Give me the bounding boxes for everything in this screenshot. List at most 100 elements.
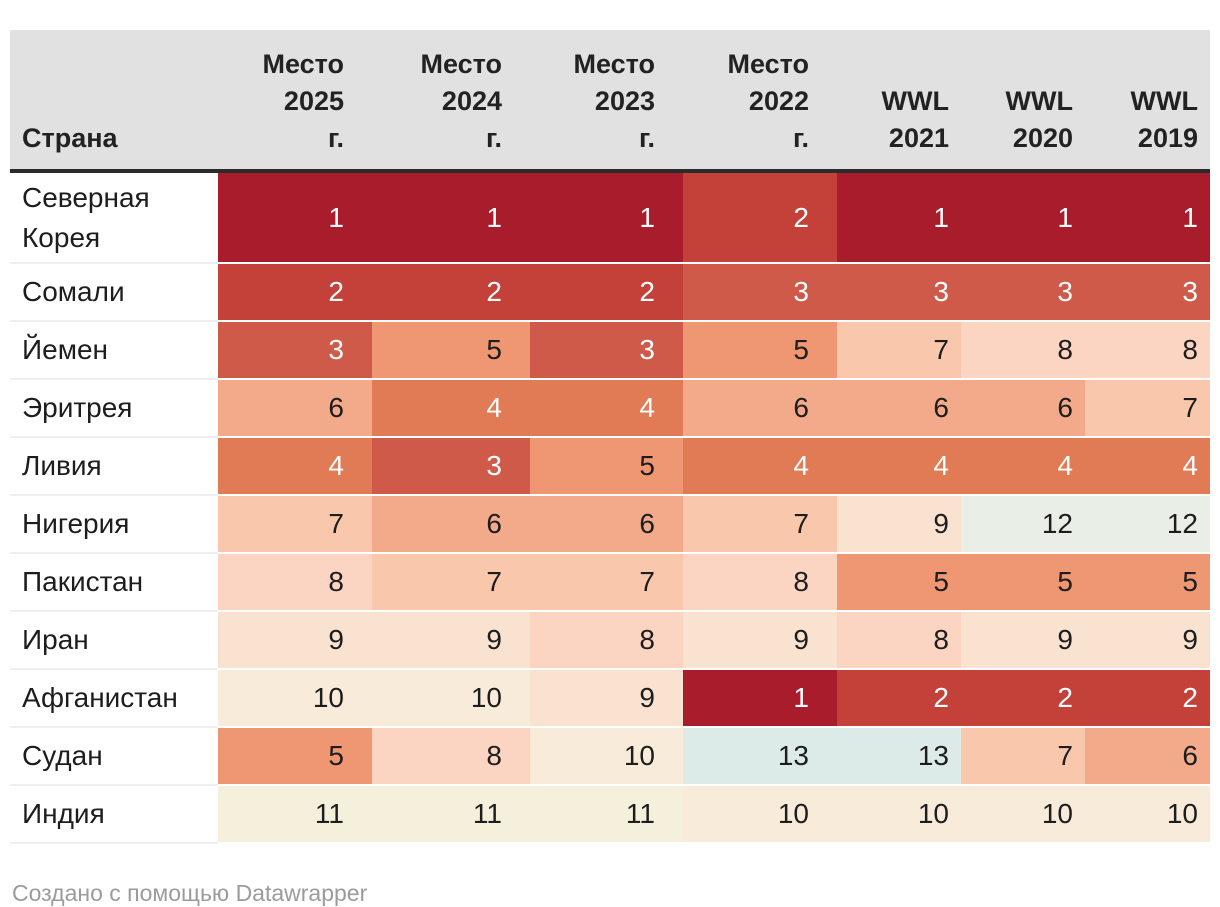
rank-cell: 10: [837, 785, 961, 844]
column-header-wwl-2019: WWL 2019: [1085, 30, 1210, 173]
rank-cell: 11: [530, 785, 683, 844]
rank-cell: 4: [218, 437, 372, 496]
rank-cell: 8: [1085, 321, 1210, 380]
rank-cell: 7: [961, 727, 1085, 786]
rank-cell: 9: [837, 495, 961, 554]
column-header-wwl-2021: WWL 2021: [837, 30, 961, 173]
table-row: Афганистан 10 10 9 1 2 2 2: [10, 669, 1210, 728]
rank-cell: 5: [1085, 553, 1210, 612]
table-row: Иран 9 9 8 9 8 9 9: [10, 611, 1210, 670]
rank-cell: 3: [530, 321, 683, 380]
rank-cell: 3: [837, 263, 961, 322]
rank-cell: 5: [683, 321, 837, 380]
rank-cell: 4: [961, 437, 1085, 496]
rank-cell: 1: [1085, 171, 1210, 264]
country-label: Индия: [10, 785, 218, 844]
rank-cell: 13: [837, 727, 961, 786]
country-label: Эритрея: [10, 379, 218, 438]
country-label: Сомали: [10, 263, 218, 322]
rank-cell: 8: [683, 553, 837, 612]
rank-cell: 4: [372, 379, 530, 438]
column-header-mesto-2023: Место 2023 г.: [530, 30, 683, 173]
table-row: Сомали 2 2 2 3 3 3 3: [10, 263, 1210, 322]
rank-cell: 3: [961, 263, 1085, 322]
table-row: Ливия 4 3 5 4 4 4 4: [10, 437, 1210, 496]
rank-cell: 10: [1085, 785, 1210, 844]
rank-cell: 9: [961, 611, 1085, 670]
rank-cell: 1: [837, 171, 961, 264]
rank-cell: 8: [218, 553, 372, 612]
country-label: Судан: [10, 727, 218, 786]
rank-cell: 3: [218, 321, 372, 380]
rank-cell: 5: [372, 321, 530, 380]
column-header-mesto-2022: Место 2022 г.: [683, 30, 837, 173]
rank-cell: 10: [961, 785, 1085, 844]
rank-cell: 8: [837, 611, 961, 670]
rank-cell: 8: [961, 321, 1085, 380]
rank-cell: 10: [218, 669, 372, 728]
rank-cell: 10: [530, 727, 683, 786]
rank-cell: 1: [372, 171, 530, 264]
table-row: Судан 5 8 10 13 13 7 6: [10, 727, 1210, 786]
table-row: Пакистан 8 7 7 8 5 5 5: [10, 553, 1210, 612]
rank-cell: 2: [683, 171, 837, 264]
rank-cell: 6: [372, 495, 530, 554]
country-label: Северная Корея: [10, 171, 218, 264]
rank-cell: 10: [372, 669, 530, 728]
rank-cell: 7: [837, 321, 961, 380]
rank-cell: 3: [372, 437, 530, 496]
column-header-country: Страна: [10, 30, 218, 173]
rank-cell: 3: [683, 263, 837, 322]
rank-cell: 11: [372, 785, 530, 844]
table-header: Страна Место 2025 г. Место 2024 г. Место…: [10, 30, 1210, 173]
rank-cell: 1: [530, 171, 683, 264]
table-row: Северная Корея 1 1 1 2 1 1 1: [10, 171, 1210, 264]
rank-cell: 2: [837, 669, 961, 728]
rank-cell: 3: [1085, 263, 1210, 322]
rank-cell: 6: [1085, 727, 1210, 786]
table-row: Эритрея 6 4 4 6 6 6 7: [10, 379, 1210, 438]
rank-cell: 11: [218, 785, 372, 844]
rank-cell: 6: [837, 379, 961, 438]
rank-cell: 6: [530, 495, 683, 554]
rank-cell: 2: [372, 263, 530, 322]
rank-cell: 4: [1085, 437, 1210, 496]
country-label: Йемен: [10, 321, 218, 380]
rank-cell: 12: [1085, 495, 1210, 554]
datawrapper-credit: Создано с помощью Datawrapper: [12, 880, 368, 906]
rank-cell: 5: [218, 727, 372, 786]
rank-cell: 5: [961, 553, 1085, 612]
rank-cell: 1: [218, 171, 372, 264]
rank-cell: 10: [683, 785, 837, 844]
rank-cell: 7: [218, 495, 372, 554]
rank-cell: 8: [530, 611, 683, 670]
rank-cell: 1: [961, 171, 1085, 264]
rank-cell: 7: [372, 553, 530, 612]
rank-cell: 6: [683, 379, 837, 438]
rank-cell: 13: [683, 727, 837, 786]
country-label: Иран: [10, 611, 218, 670]
rank-cell: 9: [683, 611, 837, 670]
rank-cell: 4: [683, 437, 837, 496]
column-header-mesto-2024: Место 2024 г.: [372, 30, 530, 173]
rank-cell: 9: [218, 611, 372, 670]
country-label: Нигерия: [10, 495, 218, 554]
table-row: Йемен 3 5 3 5 7 8 8: [10, 321, 1210, 380]
column-header-wwl-2020: WWL 2020: [961, 30, 1085, 173]
country-label: Пакистан: [10, 553, 218, 612]
rank-cell: 2: [218, 263, 372, 322]
rank-cell: 7: [683, 495, 837, 554]
rank-cell: 5: [837, 553, 961, 612]
rank-cell: 7: [1085, 379, 1210, 438]
heatmap-table: Страна Место 2025 г. Место 2024 г. Место…: [10, 30, 1210, 844]
header-row: Страна Место 2025 г. Место 2024 г. Место…: [10, 30, 1210, 173]
rank-cell: 1: [683, 669, 837, 728]
rank-cell: 2: [1085, 669, 1210, 728]
rank-cell: 9: [530, 669, 683, 728]
rank-cell: 7: [530, 553, 683, 612]
column-header-mesto-2025: Место 2025 г.: [218, 30, 372, 173]
rank-cell: 9: [1085, 611, 1210, 670]
rank-cell: 9: [372, 611, 530, 670]
country-label: Афганистан: [10, 669, 218, 728]
